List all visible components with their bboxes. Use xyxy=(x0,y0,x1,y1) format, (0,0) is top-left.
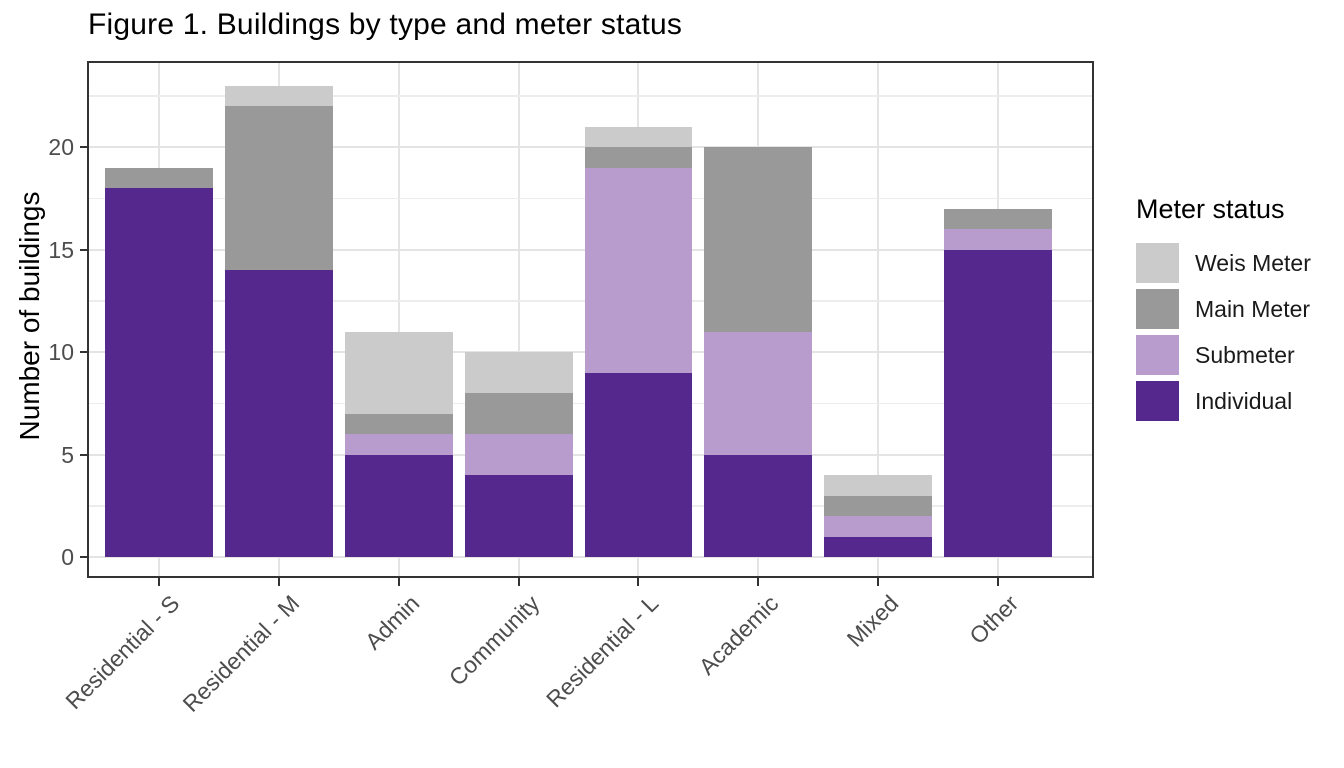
y-tick-0 xyxy=(80,556,87,558)
bar-segment-residential-l-weis-meter xyxy=(584,126,693,147)
bar-segment-other-individual xyxy=(944,249,1053,557)
gridline-x-community xyxy=(517,63,520,576)
y-tick-label-0: 0 xyxy=(61,544,74,570)
legend-label-submeter: Submeter xyxy=(1195,341,1295,368)
x-tick-academic xyxy=(757,578,760,586)
y-tick-20 xyxy=(80,146,87,148)
bar-segment-residential-m-weis-meter xyxy=(224,85,333,106)
legend-entry-individual: Individual xyxy=(1136,381,1311,421)
x-tick-community xyxy=(517,578,520,586)
x-tick-other xyxy=(997,578,1000,586)
y-tick-10 xyxy=(80,351,87,353)
y-tick-label-5: 5 xyxy=(61,441,74,468)
bar-segment-admin-main-meter xyxy=(344,413,453,434)
bar-segment-academic-main-meter xyxy=(704,147,813,332)
bar-segment-community-weis-meter xyxy=(464,352,573,393)
bar-segment-academic-submeter xyxy=(704,331,813,455)
x-tick-label-text-other: Other xyxy=(964,590,1024,650)
y-axis-title: Number of buildings xyxy=(14,191,45,441)
bar-segment-other-submeter xyxy=(944,229,1053,250)
bar-segment-residential-s-individual xyxy=(104,188,213,557)
x-tick-residential-m xyxy=(277,578,280,586)
x-tick-label-mixed: Mixed xyxy=(842,590,946,652)
chart-title: Figure 1. Buildings by type and meter st… xyxy=(88,8,683,41)
bar-segment-mixed-individual xyxy=(824,536,933,557)
y-tick-label-10: 10 xyxy=(48,339,74,365)
bar-segment-community-main-meter xyxy=(464,393,573,434)
bar-segment-residential-l-main-meter xyxy=(584,147,693,168)
x-tick-label-text-residential-s: Residential - S xyxy=(60,590,185,715)
x-tick-label-admin: Admin xyxy=(360,590,471,654)
gridline-x-admin xyxy=(397,63,400,576)
x-tick-residential-l xyxy=(637,578,640,586)
plot-panel xyxy=(87,61,1094,578)
bar-segment-admin-weis-meter xyxy=(344,331,453,414)
bar-segment-academic-individual xyxy=(704,454,813,557)
legend-entry-main-meter: Main Meter xyxy=(1136,289,1311,329)
legend-entry-submeter: Submeter xyxy=(1136,335,1311,375)
legend-key-swatch-individual xyxy=(1136,381,1179,421)
bar-segment-residential-m-individual xyxy=(224,270,333,557)
bar-segment-community-individual xyxy=(464,475,573,557)
x-tick-residential-s xyxy=(157,578,160,586)
y-tick-label-15: 15 xyxy=(48,236,74,263)
legend-label-individual: Individual xyxy=(1195,387,1293,414)
y-tick-15 xyxy=(80,248,87,251)
legend: Meter status Weis Meter Main Meter Submete… xyxy=(1136,194,1311,427)
gridline-y-0 xyxy=(89,556,1092,558)
y-tick-5 xyxy=(80,453,87,456)
x-tick-admin xyxy=(397,578,400,586)
legend-key-swatch-weis-meter xyxy=(1136,243,1179,283)
gridline-y-minor-22.5 xyxy=(89,95,1092,97)
legend-title: Meter status xyxy=(1136,194,1285,224)
legend-key-swatch-main-meter xyxy=(1136,289,1179,329)
bar-segment-mixed-main-meter xyxy=(824,495,933,516)
bar-segment-residential-l-submeter xyxy=(584,167,693,373)
y-tick-label-20: 20 xyxy=(48,134,74,160)
bar-segment-mixed-submeter xyxy=(824,516,933,537)
legend-label-weis-meter: Weis Meter xyxy=(1195,249,1311,276)
bar-segment-admin-individual xyxy=(344,454,453,557)
bar-segment-mixed-weis-meter xyxy=(824,475,933,496)
x-tick-mixed xyxy=(877,578,880,586)
bar-segment-residential-s-main-meter xyxy=(104,167,213,188)
x-tick-label-academic: Academic xyxy=(694,590,866,680)
legend-label-main-meter: Main Meter xyxy=(1195,295,1311,322)
legend-entry-weis-meter: Weis Meter xyxy=(1136,243,1311,283)
bar-segment-other-main-meter xyxy=(944,208,1053,229)
legend-key-swatch-submeter xyxy=(1136,335,1179,375)
x-tick-label-other: Other xyxy=(964,590,1063,649)
legend-entries: Weis Meter Main Meter Submeter Individual xyxy=(1136,243,1311,421)
bar-segment-community-submeter xyxy=(464,434,573,475)
bar-segment-admin-submeter xyxy=(344,434,453,455)
bar-segment-residential-l-individual xyxy=(584,372,693,557)
gridline-x-mixed xyxy=(877,63,880,576)
bar-segment-residential-m-main-meter xyxy=(224,106,333,270)
